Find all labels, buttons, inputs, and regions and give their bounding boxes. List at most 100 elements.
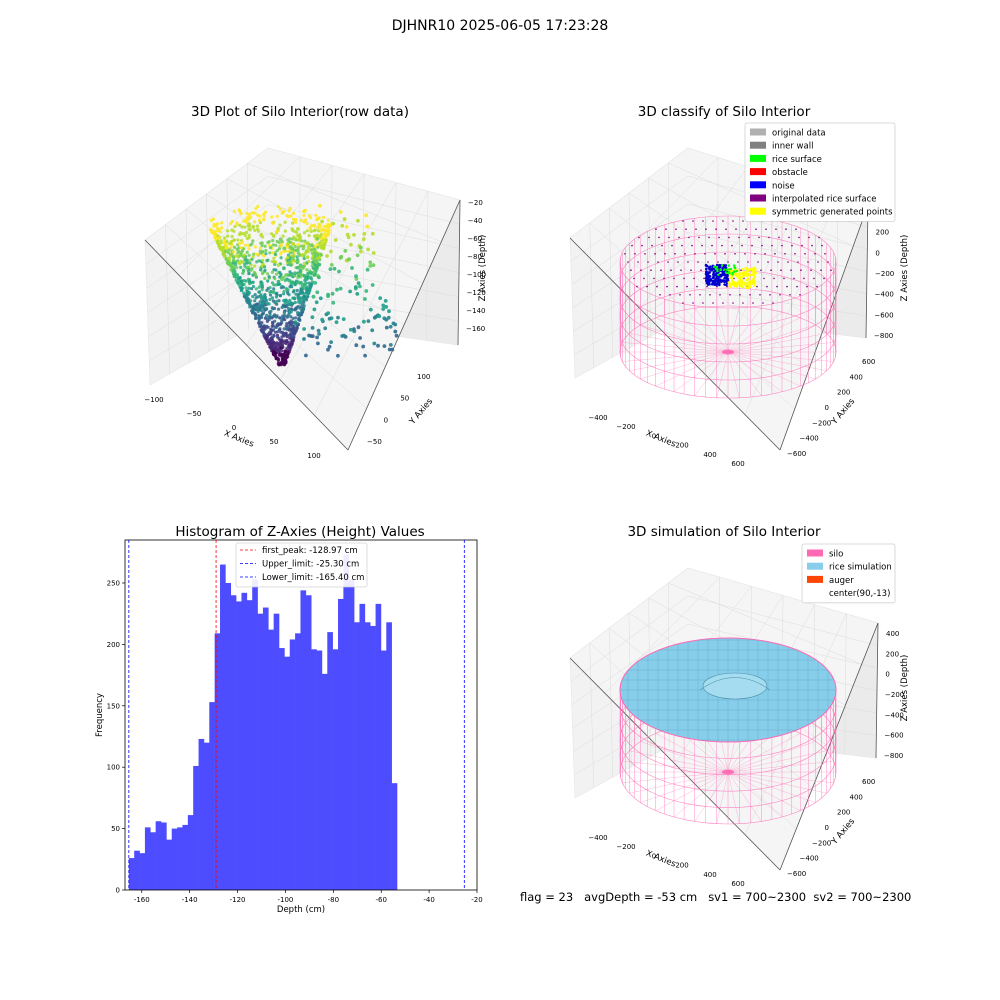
p2-surface-point (807, 261, 809, 263)
p1-point (277, 299, 281, 303)
p3-bar (236, 601, 242, 890)
p1-point (354, 274, 358, 279)
p2-surface-point (790, 269, 792, 272)
p1-point (253, 271, 257, 276)
p2-noise-point (712, 283, 716, 286)
p1-point (247, 236, 251, 240)
p1-point (275, 323, 279, 327)
p1-point (242, 291, 246, 295)
p2-surface-point (728, 236, 730, 239)
p2-rice-point (715, 265, 719, 269)
p2-surface-point (772, 302, 774, 304)
p1-point (268, 293, 273, 297)
p1-point (362, 232, 367, 236)
p1-point (314, 300, 319, 305)
p1-point (268, 315, 272, 319)
p2-surface-point (752, 302, 754, 304)
p1-point (289, 309, 293, 314)
p2-surface-point (748, 236, 750, 239)
p1-point (274, 347, 278, 351)
p1-point (295, 305, 299, 309)
p1-point (352, 233, 356, 237)
p4-cylinder (619, 637, 837, 825)
p2-symmetric-point (740, 281, 744, 284)
p1-point (302, 286, 306, 290)
p4-legend-label: silo (829, 550, 843, 560)
p2-surface-point (784, 253, 786, 255)
p1-point (310, 326, 315, 330)
p1-point (331, 221, 336, 226)
p1-point (312, 270, 316, 274)
p4-x-tick: 600 (731, 880, 744, 888)
p1-point (390, 347, 395, 352)
p3-bar (391, 783, 398, 890)
p2-legend-label: symmetric generated points (772, 208, 893, 218)
p1-point (272, 234, 276, 238)
p2-surface-point (697, 261, 699, 263)
p2-surface-point (774, 253, 776, 255)
p1-point (255, 227, 260, 231)
p2-noise-point (726, 274, 729, 277)
p1-point (248, 281, 252, 286)
p1-point (237, 283, 241, 287)
p2-symmetric-point (735, 283, 739, 286)
p1-point (231, 255, 235, 259)
p1-point (352, 329, 357, 334)
p1-point (279, 244, 283, 248)
p1-point (259, 241, 263, 245)
p1-point (227, 256, 231, 260)
p1-point (274, 243, 278, 247)
p2-legend: original data inner wall rice surface obsta… (744, 122, 896, 222)
p2-surface-point (724, 253, 726, 255)
p1-point (247, 247, 251, 251)
p1-point (285, 245, 289, 249)
p4-floor-spoke (640, 741, 729, 773)
p1-point (270, 259, 274, 263)
p1-point (309, 270, 313, 275)
p1-point (331, 300, 336, 305)
p1-point (278, 338, 282, 342)
p1-point (299, 296, 303, 301)
p1-point (289, 319, 293, 323)
p2-surface-point (795, 228, 797, 230)
p1-point (217, 243, 221, 247)
p1-point (258, 221, 262, 225)
p1-point (266, 240, 270, 245)
p1-point (356, 325, 361, 330)
p2-surface-point (707, 261, 709, 263)
p2-noise-point (708, 271, 711, 274)
p2-symmetric-point (733, 284, 737, 288)
p1-point (303, 239, 307, 243)
p4-floor-spoke (727, 771, 801, 811)
p1-point (268, 246, 273, 250)
p2-y-tick: −400 (800, 435, 819, 443)
p2-surface-point (677, 261, 679, 263)
p4-rice-bump-ridge (699, 677, 771, 691)
p1-point (348, 289, 352, 294)
p1-point (282, 327, 286, 331)
p1-point (283, 301, 287, 305)
p2-surface-point (654, 253, 656, 255)
p1-point (291, 221, 295, 225)
p1-point (340, 223, 345, 228)
p1-point (230, 219, 234, 223)
p1-point (285, 287, 289, 292)
p2-floor-spoke (694, 308, 729, 353)
p1-point (250, 287, 254, 291)
p2-rice-point (725, 268, 729, 271)
p2-symmetric-point (745, 278, 748, 282)
p1-point (283, 305, 288, 309)
p1-point (275, 239, 279, 244)
p1-point (245, 211, 249, 215)
p1-point (321, 243, 325, 247)
p1-point (371, 251, 376, 255)
p2-symmetric-point (748, 268, 752, 272)
p2-symmetric-point (750, 273, 754, 277)
p2-floor-spoke (673, 351, 729, 392)
p1-point (361, 237, 366, 242)
p1-point (259, 266, 263, 270)
p1-point (289, 333, 293, 337)
p4-floor-center (722, 769, 734, 775)
p1-point (260, 288, 264, 292)
p2-surface-point (816, 285, 818, 288)
